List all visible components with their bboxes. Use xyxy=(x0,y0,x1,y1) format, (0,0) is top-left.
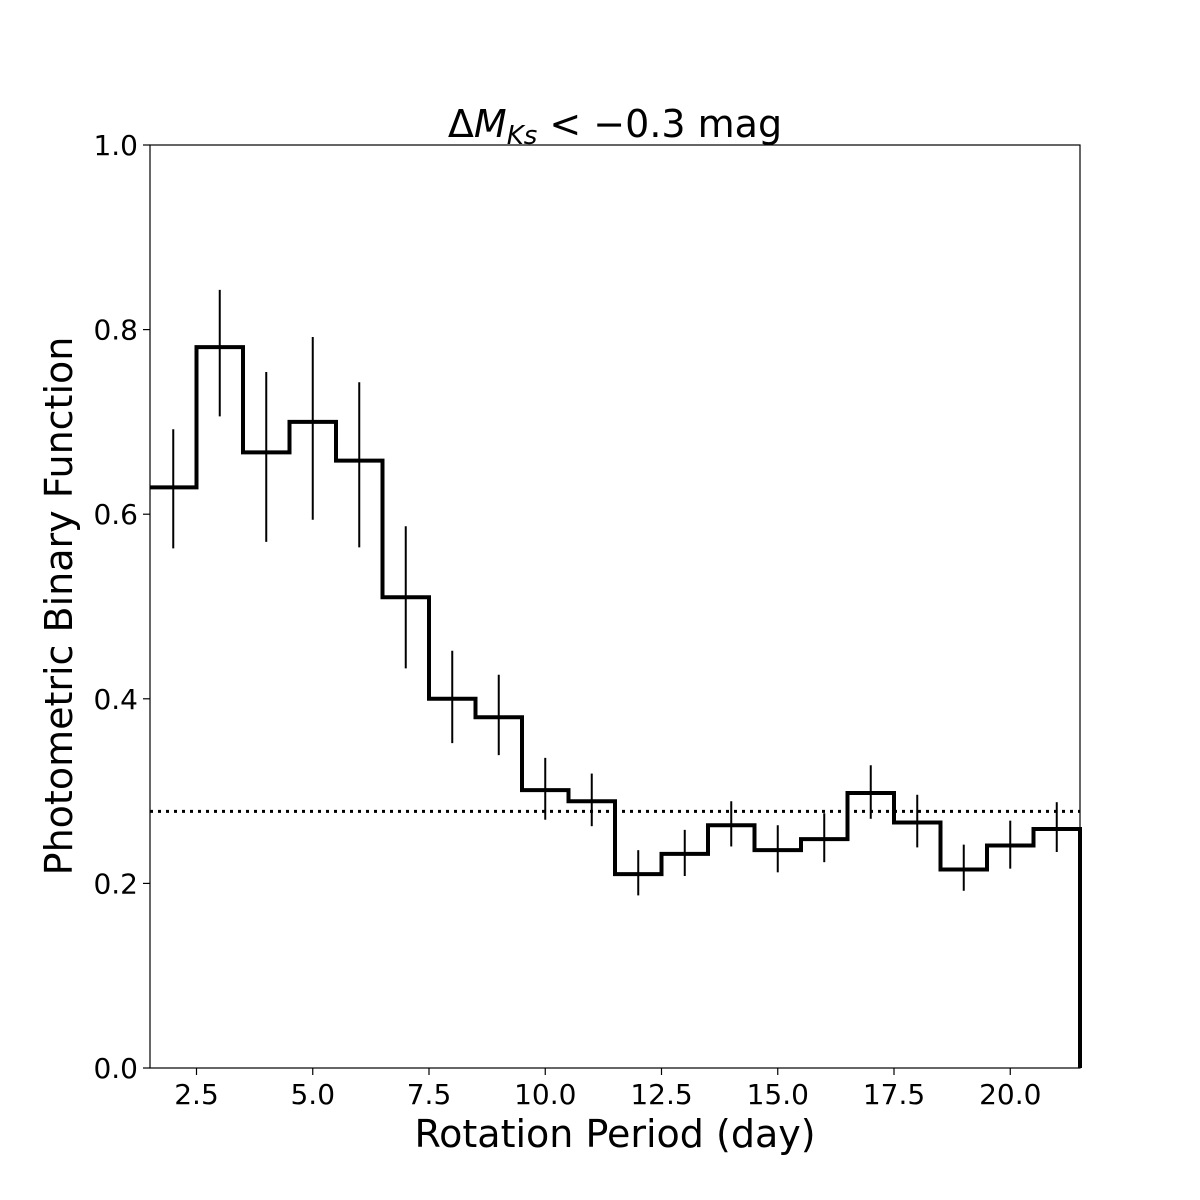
plot-area xyxy=(150,289,1082,1068)
x-axis-label: Rotation Period (day) xyxy=(414,1112,815,1156)
y-tick-label: 1.0 xyxy=(93,129,138,162)
histogram-step-line xyxy=(150,345,1082,1068)
y-axis-ticks: 0.0 0.2 0.4 0.6 0.8 1.0 xyxy=(93,129,150,1085)
x-tick-label: 2.5 xyxy=(174,1078,219,1111)
x-tick-label: 10.0 xyxy=(514,1078,576,1111)
x-tick-label: 17.5 xyxy=(863,1078,925,1111)
y-axis-label: Photometric Binary Function xyxy=(37,337,81,876)
x-tick-label: 7.5 xyxy=(407,1078,452,1111)
x-tick-label: 20.0 xyxy=(979,1078,1041,1111)
y-tick-label: 0.0 xyxy=(93,1052,138,1085)
x-axis-ticks: 2.5 5.0 7.5 10.0 12.5 15.0 17.5 20.0 xyxy=(174,1068,1041,1111)
y-tick-label: 0.8 xyxy=(93,314,138,347)
x-tick-label: 12.5 xyxy=(630,1078,692,1111)
x-tick-label: 5.0 xyxy=(290,1078,335,1111)
y-tick-label: 0.6 xyxy=(93,498,138,531)
x-tick-label: 15.0 xyxy=(747,1078,809,1111)
chart-title: ΔMKs < −0.3 mag xyxy=(448,102,782,151)
y-tick-label: 0.2 xyxy=(93,867,138,900)
y-tick-label: 0.4 xyxy=(93,683,138,716)
plot-frame xyxy=(149,144,1081,1069)
